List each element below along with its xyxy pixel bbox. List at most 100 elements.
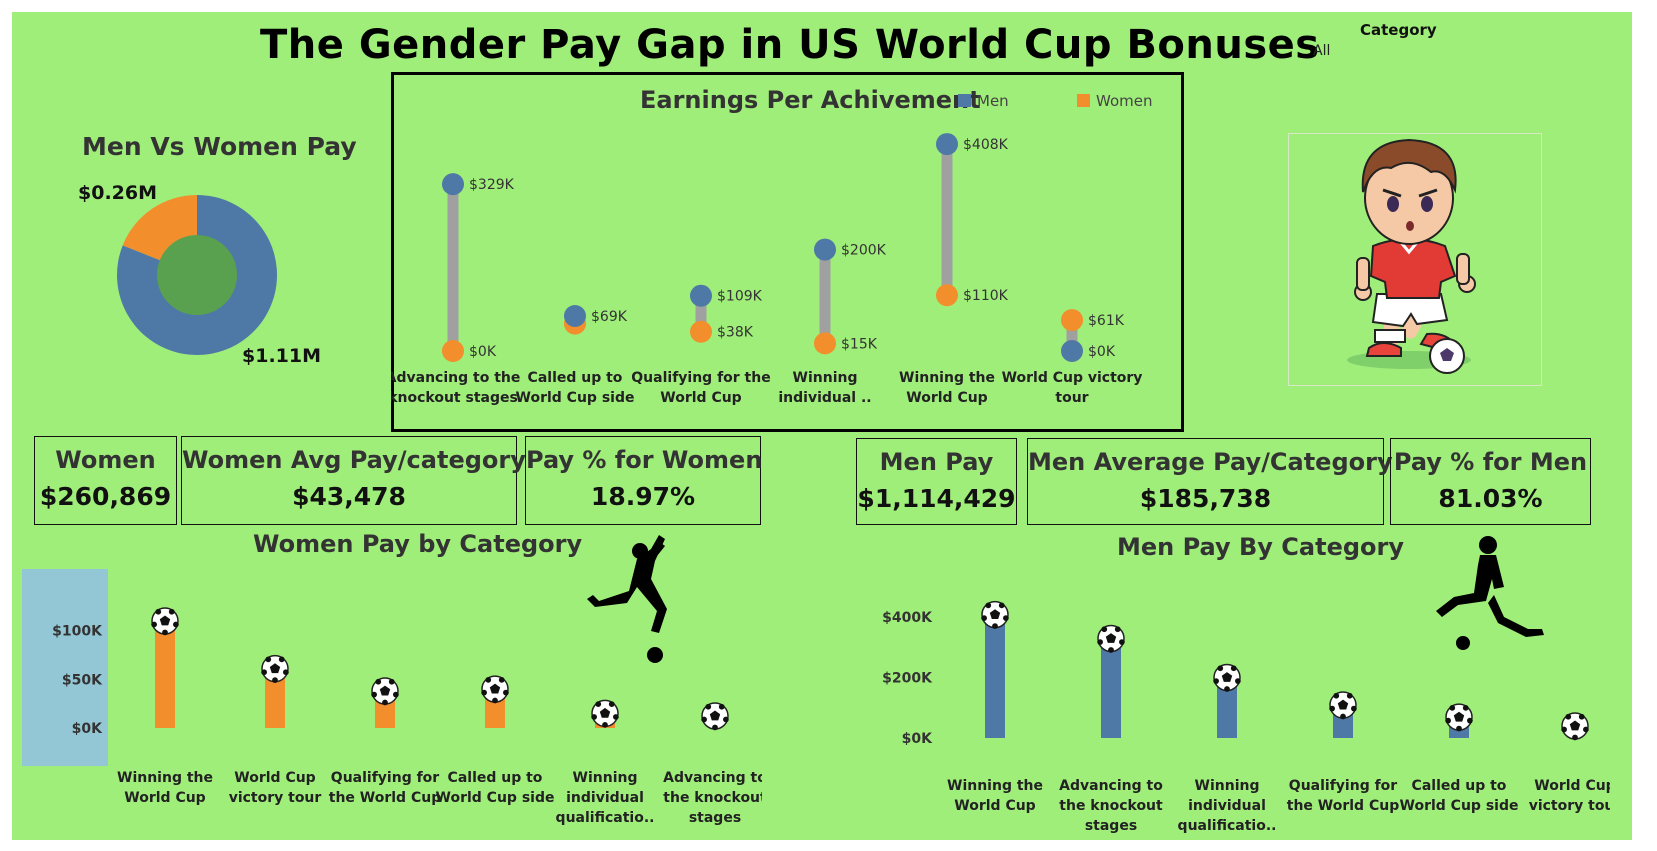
y-axis-band bbox=[22, 569, 108, 766]
bar-category-label: victory tour bbox=[229, 790, 322, 806]
dumbbell-point-men bbox=[442, 173, 464, 196]
dumbbell-category-label: Qualifying for the bbox=[631, 370, 770, 386]
legend-men[interactable]: Men bbox=[958, 92, 1009, 110]
men-bar-chart: $0K $200K $400K Winning the World Cup Advanci… bbox=[882, 600, 1610, 834]
dumbbell-category-label: Winning bbox=[793, 370, 858, 386]
bar-category-label: stages bbox=[1085, 818, 1137, 834]
bar-category-label: World Cup bbox=[234, 770, 315, 786]
kpi-men-pct: Pay % for Men 81.03% bbox=[1390, 438, 1591, 525]
dumbbell-category-label: World Cup bbox=[660, 390, 741, 406]
woman-soccer-player-silhouette-icon bbox=[587, 535, 667, 663]
bar-category-label: the World Cup bbox=[329, 790, 441, 806]
bar-category-label: World Cup bbox=[1534, 778, 1610, 794]
bar-category-label: qualificatio.. bbox=[556, 810, 655, 826]
kpi-women-total: Women $260,869 bbox=[34, 436, 177, 525]
dumbbell-category-label: Winning the bbox=[899, 370, 995, 386]
soccer-ball-icon bbox=[1097, 624, 1125, 653]
man-soccer-player-silhouette-icon bbox=[1436, 536, 1544, 650]
kpi-men-pct-label: Pay % for Men bbox=[1393, 448, 1588, 476]
dumbbell-point-women bbox=[690, 320, 712, 343]
y-tick-label: $0K bbox=[902, 731, 933, 747]
bar-category-label: individual bbox=[1188, 798, 1266, 814]
dumbbell-category-label: World Cup bbox=[906, 390, 987, 406]
bar-category-label: Called up to bbox=[1412, 778, 1507, 794]
bar bbox=[265, 668, 285, 728]
dumbbell-category-label: World Cup victory bbox=[1002, 370, 1143, 386]
kpi-men-total-label: Men Pay bbox=[879, 448, 994, 476]
bar-category-label: Qualifying for bbox=[331, 770, 440, 786]
kpi-men-avg: Men Average Pay/Category $185,738 bbox=[1027, 438, 1393, 525]
bar bbox=[1217, 677, 1237, 738]
dumbbell-label-men: $0K bbox=[1088, 344, 1116, 360]
bar-category-label: victory tour bbox=[1529, 798, 1610, 814]
bar-category-label: individual bbox=[566, 790, 644, 806]
bar-category-label: the knockout bbox=[663, 790, 762, 806]
kpi-men-avg-label: Men Average Pay/Category bbox=[1028, 448, 1393, 476]
kpi-women-pct-label: Pay % for Women bbox=[526, 446, 763, 474]
women-bar-title: Women Pay by Category bbox=[253, 530, 583, 558]
dumbbell-point-women bbox=[814, 332, 836, 355]
dumbbell-label-men: $200K bbox=[841, 243, 887, 259]
bar-category-label: World Cup bbox=[954, 798, 1035, 814]
dumbbell-point-men bbox=[564, 305, 586, 328]
y-tick-label: $0K bbox=[72, 721, 103, 737]
kpi-men-total: Men Pay $1,114,429 bbox=[856, 438, 1017, 525]
bar-category-label: Winning the bbox=[117, 770, 213, 786]
bar-category-label: Advancing to bbox=[1059, 778, 1163, 794]
dumbbell-point-women bbox=[1061, 309, 1083, 332]
soccer-ball-icon bbox=[1329, 691, 1357, 720]
bar-category-label: stages bbox=[689, 810, 741, 826]
dumbbell-point-men bbox=[936, 133, 958, 156]
dumbbell-point-men bbox=[690, 284, 712, 307]
soccer-ball-icon bbox=[591, 699, 619, 728]
donut-label-women: $0.26M bbox=[78, 182, 158, 204]
bar-category-label: Winning bbox=[1195, 778, 1260, 794]
dumbbell-point-women bbox=[442, 340, 464, 362]
dumbbell-title: Earnings Per Achivement bbox=[640, 86, 981, 114]
dumbbell-category-label: Called up to bbox=[528, 370, 623, 386]
dumbbell-label-women: $38K bbox=[717, 325, 754, 341]
bar-category-label: Winning the bbox=[947, 778, 1043, 794]
dumbbell-label-men: $408K bbox=[963, 137, 1009, 153]
dashboard-title: The Gender Pay Gap in US World Cup Bonus… bbox=[260, 22, 1320, 68]
soccer-ball-icon bbox=[981, 600, 1009, 629]
dumbbell-category-label: individual .. bbox=[778, 390, 871, 406]
dumbbell-label-men: $109K bbox=[717, 289, 763, 305]
donut-title: Men Vs Women Pay bbox=[82, 132, 357, 161]
dumbbell-label-women: $110K bbox=[963, 288, 1009, 304]
soccer-ball-icon bbox=[481, 675, 509, 704]
donut-hole bbox=[157, 235, 237, 315]
legend-women-label: Women bbox=[1096, 92, 1153, 110]
bar-category-label: the World Cup bbox=[1287, 798, 1399, 814]
bar-category-label: Winning bbox=[573, 770, 638, 786]
kpi-men-pct-value: 81.03% bbox=[1438, 484, 1543, 513]
category-filter-label: Category bbox=[1360, 21, 1437, 39]
soccer-ball-icon bbox=[1213, 663, 1241, 692]
bar-category-label: Called up to bbox=[448, 770, 543, 786]
cartoon-soccer-boy-icon bbox=[1347, 138, 1476, 374]
legend-women[interactable]: Women bbox=[1077, 92, 1152, 110]
dumbbell-category-label: tour bbox=[1055, 390, 1088, 406]
dumbbell-category-label: Advancing to the bbox=[391, 370, 520, 386]
bar-category-label: World Cup bbox=[124, 790, 205, 806]
dumbbell-chart: $329K $0K Advancing to the knockout stages $… bbox=[391, 133, 1143, 406]
dumbbell-point-men bbox=[1061, 340, 1083, 362]
legend-men-label: Men bbox=[977, 92, 1009, 110]
bar bbox=[985, 614, 1005, 738]
y-tick-label: $200K bbox=[882, 671, 933, 687]
kpi-men-avg-value: $185,738 bbox=[1139, 484, 1272, 513]
y-tick-label: $100K bbox=[52, 624, 103, 640]
dumbbell-label-men: $69K bbox=[591, 309, 628, 325]
bar-category-label: qualificatio.. bbox=[1178, 818, 1277, 834]
y-tick-label: $400K bbox=[882, 610, 933, 626]
kpi-men-total-value: $1,114,429 bbox=[857, 484, 1016, 513]
dumbbell-label-women: $15K bbox=[841, 336, 878, 352]
bar bbox=[155, 621, 175, 728]
legend-swatch-men bbox=[958, 94, 971, 107]
soccer-ball-icon bbox=[701, 702, 729, 731]
donut-label-men: $1.11M bbox=[242, 345, 322, 367]
women-bar-chart: $0K $50K $100K Winning the World Cup World Cu… bbox=[22, 569, 762, 826]
kpi-women-pct-value: 18.97% bbox=[590, 482, 696, 511]
category-filter-value[interactable]: All bbox=[1313, 43, 1331, 59]
bar-category-label: the knockout bbox=[1059, 798, 1163, 814]
